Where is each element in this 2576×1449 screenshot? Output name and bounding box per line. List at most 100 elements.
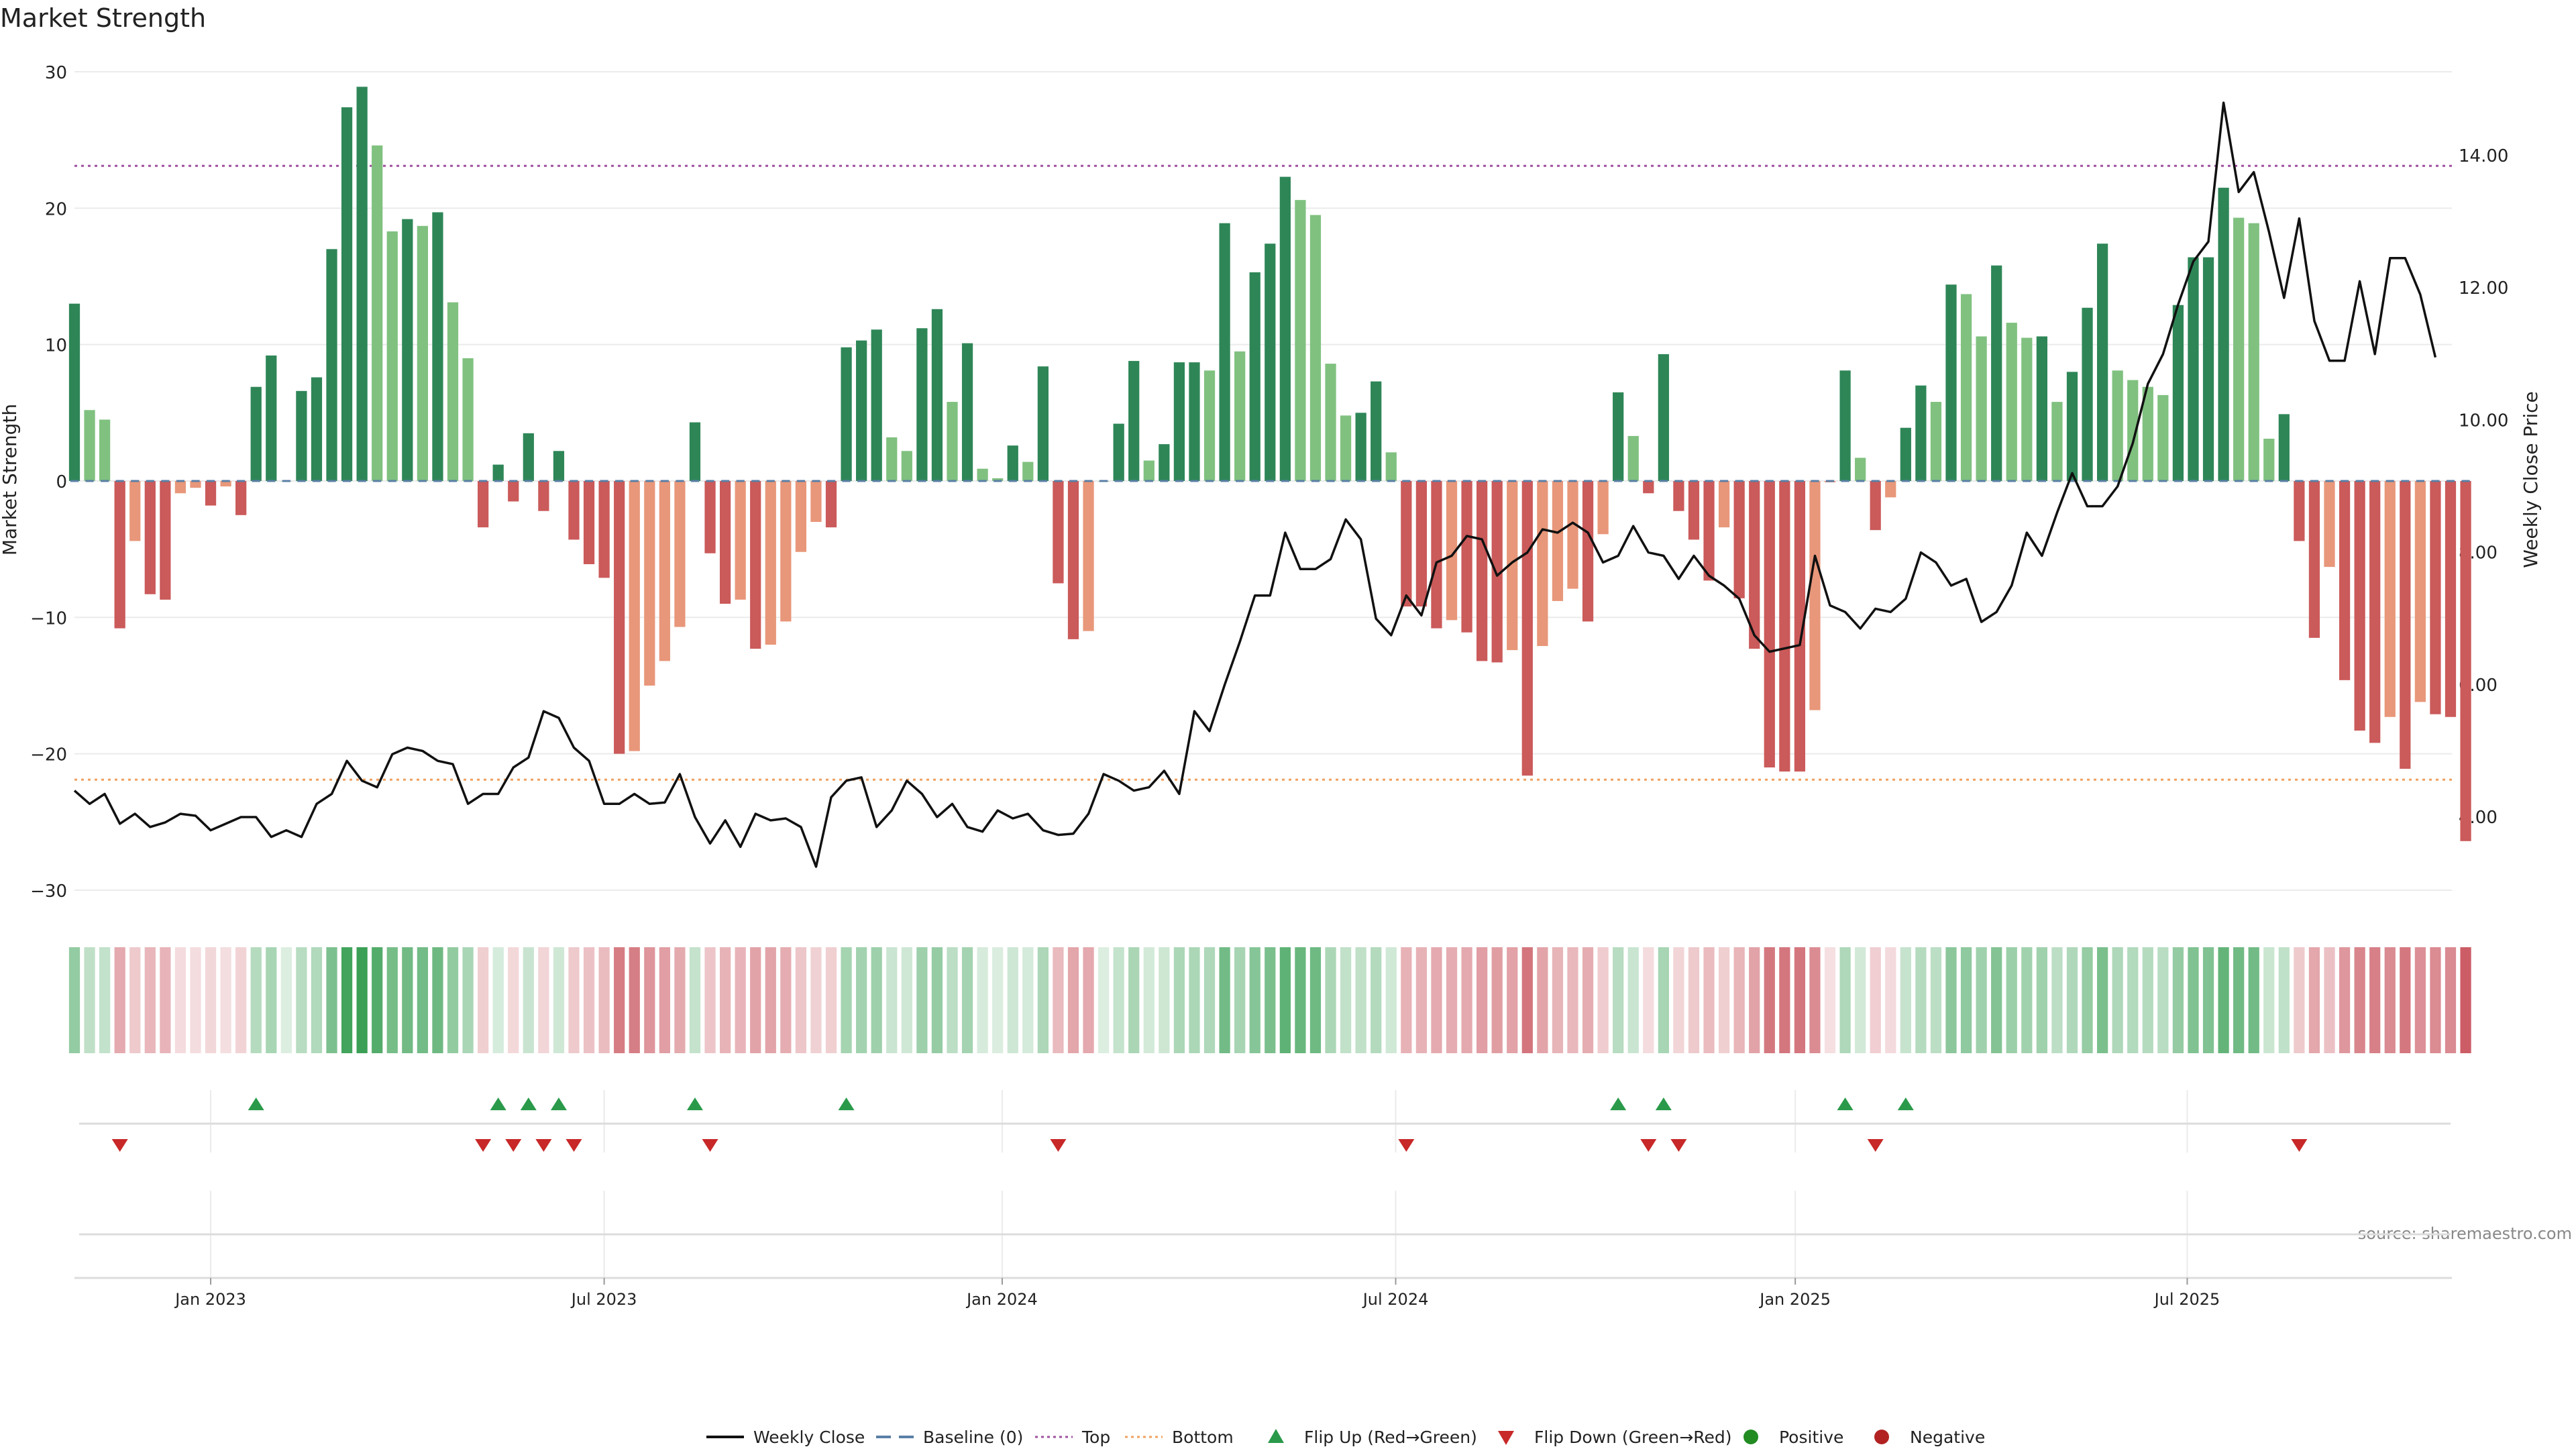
strength-bar — [644, 481, 655, 686]
strength-bar — [886, 437, 898, 481]
legend-label: Top — [1081, 1428, 1110, 1447]
heat-strip-cell — [1022, 947, 1034, 1053]
y-axis-label: Market Strength — [0, 404, 21, 555]
strength-bar — [2445, 481, 2457, 717]
strength-bar — [2188, 257, 2199, 481]
strength-bar — [2066, 372, 2078, 481]
strength-bar — [841, 347, 852, 481]
x-tick-label: Jan 2025 — [1758, 1290, 1831, 1309]
legend-dot-icon — [1874, 1430, 1889, 1444]
heat-strip-cell — [810, 947, 822, 1053]
heat-strip-cell — [205, 947, 217, 1053]
heat-strip-cell — [1643, 947, 1654, 1053]
heat-strip-cell — [2324, 947, 2335, 1053]
strength-bar — [1991, 265, 2002, 481]
heat-strip-cell — [1567, 947, 1578, 1053]
heat-strip-cell — [1265, 947, 1276, 1053]
strength-bar — [523, 433, 534, 481]
strength-bar — [190, 481, 201, 488]
heat-strip-cell — [1446, 947, 1458, 1053]
strength-bar — [1309, 215, 1322, 481]
strength-bar — [2430, 481, 2441, 714]
heat-strip-cell — [689, 947, 701, 1053]
y-tick-label: 0 — [56, 472, 67, 492]
y-tick-label: −10 — [30, 608, 67, 629]
y-tick-label: 30 — [45, 63, 67, 83]
flip-down-marker — [505, 1139, 522, 1152]
heat-strip-cell — [901, 947, 912, 1053]
heat-strip-cell — [765, 947, 776, 1053]
heat-strip-cell — [735, 947, 746, 1053]
heat-strip-cell — [977, 947, 988, 1053]
heat-strip-cell — [1415, 947, 1428, 1053]
strength-bar — [961, 343, 973, 481]
heat-strip-cell — [961, 947, 973, 1053]
heat-strip-cell — [1401, 947, 1412, 1053]
heat-strip-cell — [1855, 947, 1866, 1053]
strength-bar — [2006, 323, 2017, 481]
heat-strip-cell — [2400, 947, 2411, 1053]
heat-strip-cell — [508, 947, 519, 1053]
strength-bar — [311, 377, 323, 481]
strength-bar — [2248, 223, 2259, 481]
heat-strip-cell — [795, 947, 807, 1053]
strength-bar — [235, 481, 247, 515]
strength-bar — [2354, 481, 2365, 731]
strength-bar — [1355, 413, 1366, 481]
strength-bar — [1537, 481, 1548, 647]
strength-bar — [129, 481, 141, 541]
heat-strip-cell — [99, 947, 111, 1053]
heat-strip-cell — [2233, 947, 2245, 1053]
strength-bar — [1219, 223, 1230, 481]
strength-bar — [2384, 481, 2396, 717]
heat-strip-cell — [1355, 947, 1366, 1053]
strength-bar — [2339, 481, 2351, 680]
strength-bar — [144, 481, 156, 594]
strength-bar — [2021, 337, 2033, 481]
strength-bar — [386, 231, 398, 481]
y-tick-label: 10 — [45, 336, 67, 356]
heat-strip-cell — [1431, 947, 1442, 1053]
heat-strip-cell — [1053, 947, 1064, 1053]
strength-bar — [977, 468, 988, 481]
strength-bar — [1613, 392, 1624, 481]
strength-bar — [1022, 462, 1034, 481]
legend-item: Baseline (0) — [876, 1428, 1023, 1447]
flip-up-marker — [550, 1097, 567, 1110]
heat-strip-cell — [296, 947, 307, 1053]
strength-bar — [2051, 402, 2063, 481]
strength-bar — [916, 328, 928, 481]
strength-bar — [1461, 481, 1472, 633]
y2-axis-label: Weekly Close Price — [2520, 391, 2542, 568]
flip-up-icon — [1268, 1429, 1284, 1443]
heat-strip-cell — [386, 947, 398, 1053]
heat-strip-cell — [1582, 947, 1594, 1053]
flip-down-marker — [111, 1139, 128, 1152]
strength-bar — [583, 481, 595, 565]
strength-bar — [1779, 481, 1790, 772]
heat-strip-cell — [114, 947, 125, 1053]
strength-bar — [735, 481, 746, 600]
heat-strip-cell — [1991, 947, 2002, 1053]
flip-down-marker — [2291, 1139, 2308, 1152]
heat-strip-cell — [1128, 947, 1140, 1053]
strength-bar — [1960, 294, 1972, 481]
strength-bar — [1764, 481, 1775, 767]
heat-strip-cell — [1809, 947, 1821, 1053]
heat-strip-cell — [2112, 947, 2123, 1053]
heat-strip-cell — [2248, 947, 2259, 1053]
flip-down-marker — [1398, 1139, 1415, 1152]
strength-bar — [2324, 481, 2335, 568]
strength-bar — [1067, 481, 1079, 639]
strength-bar — [1552, 481, 1564, 601]
heat-strip-cell — [1173, 947, 1185, 1053]
legend-item: Flip Down (Green→Red) — [1498, 1428, 1732, 1447]
heat-strip-cell — [2021, 947, 2033, 1053]
heat-strip-cell — [2263, 947, 2275, 1053]
strength-bar — [1113, 423, 1124, 481]
y-tick-label: 20 — [45, 199, 67, 219]
heat-strip-cell — [356, 947, 368, 1053]
strength-bar — [1658, 354, 1669, 481]
x-tick-label: Jul 2023 — [570, 1290, 637, 1309]
heat-strip-cell — [235, 947, 247, 1053]
